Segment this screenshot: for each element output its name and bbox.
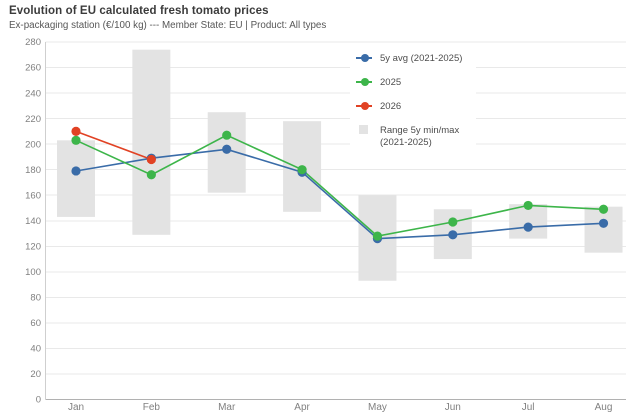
- legend-label: 5y avg (2021-2025): [380, 53, 463, 64]
- y-tick-label: 180: [25, 165, 41, 176]
- x-axis-label: Jun: [445, 402, 461, 413]
- y-tick-label: 20: [30, 369, 41, 380]
- x-axis-label: Mar: [218, 402, 236, 413]
- data-point-2025-apr[interactable]: [297, 165, 307, 175]
- data-point-5y-avg-2021-2025-aug[interactable]: [598, 218, 609, 228]
- legend-label: 2025: [380, 76, 402, 88]
- data-point-2025-may[interactable]: [372, 231, 383, 241]
- x-axis-label: Aug: [595, 402, 613, 413]
- x-axis-label: May: [368, 402, 387, 413]
- data-point-2025-jan[interactable]: [71, 135, 81, 145]
- legend-label: 2026: [380, 100, 402, 112]
- data-point-5y-avg-2021-2025-jun[interactable]: [448, 230, 458, 240]
- legend-label: Range 5y min/max (2021-2025): [380, 124, 460, 148]
- data-point-2025-jun[interactable]: [448, 217, 458, 227]
- x-axis-label: Jan: [68, 402, 84, 413]
- legend-item-range[interactable]: Range 5y min/max (2021-2025): [356, 124, 476, 149]
- y-tick-label: 240: [25, 88, 41, 99]
- line-dot-marker-icon: [356, 101, 376, 111]
- y-tick-label: 260: [25, 63, 41, 74]
- series-line-5y-avg-2021-2025: [75, 148, 604, 240]
- range-bar[interactable]: [57, 140, 95, 217]
- data-point-2026-feb[interactable]: [146, 154, 156, 165]
- y-tick-label: 0: [36, 395, 41, 406]
- legend-item-2026[interactable]: 2026: [356, 101, 476, 113]
- data-point-2025-jul[interactable]: [523, 200, 533, 211]
- line-dot-marker-icon: [356, 53, 376, 63]
- y-tick-label: 160: [25, 190, 41, 201]
- data-point-2026-jan[interactable]: [71, 126, 81, 136]
- data-point-5y-avg-2021-2025-mar[interactable]: [222, 144, 232, 154]
- line-dot-marker-icon: [356, 77, 376, 87]
- y-tick-label: 80: [30, 293, 41, 304]
- data-point-5y-avg-2021-2025-jan[interactable]: [71, 166, 81, 176]
- data-point-2025-feb[interactable]: [146, 170, 156, 180]
- y-tick-label: 120: [25, 241, 41, 252]
- x-axis-label: Apr: [294, 402, 310, 413]
- range-bar[interactable]: [584, 206, 623, 253]
- x-axis-label: Feb: [143, 402, 161, 413]
- y-tick-label: 280: [25, 37, 41, 48]
- square-marker-icon: [356, 124, 376, 135]
- range-bar[interactable]: [132, 49, 171, 235]
- series-line-2026: [75, 130, 152, 161]
- series-line-2025: [75, 134, 604, 237]
- legend-item-5y-avg[interactable]: 5y avg (2021-2025): [356, 53, 476, 65]
- data-point-2025-mar[interactable]: [222, 130, 232, 140]
- chart-subtitle: Ex-packaging station (€/100 kg) --- Memb…: [9, 20, 327, 31]
- y-tick-label: 200: [25, 139, 41, 150]
- chart-header: Evolution of EU calculated fresh tomato …: [9, 5, 326, 31]
- y-tick-label: 40: [30, 344, 41, 355]
- y-tick-label: 60: [30, 318, 41, 329]
- legend-item-2025[interactable]: 2025: [356, 77, 476, 89]
- y-tick-label: 220: [25, 114, 41, 125]
- legend: 5y avg (2021-2025) 2025 2026 Range 5y mi…: [350, 48, 476, 163]
- y-tick-label: 140: [25, 216, 41, 227]
- data-point-5y-avg-2021-2025-jul[interactable]: [523, 222, 533, 232]
- chart-title: Evolution of EU calculated fresh tomato …: [9, 5, 269, 17]
- data-point-2025-aug[interactable]: [598, 204, 609, 214]
- y-tick-label: 100: [25, 267, 41, 278]
- x-axis-label: Jul: [522, 402, 535, 413]
